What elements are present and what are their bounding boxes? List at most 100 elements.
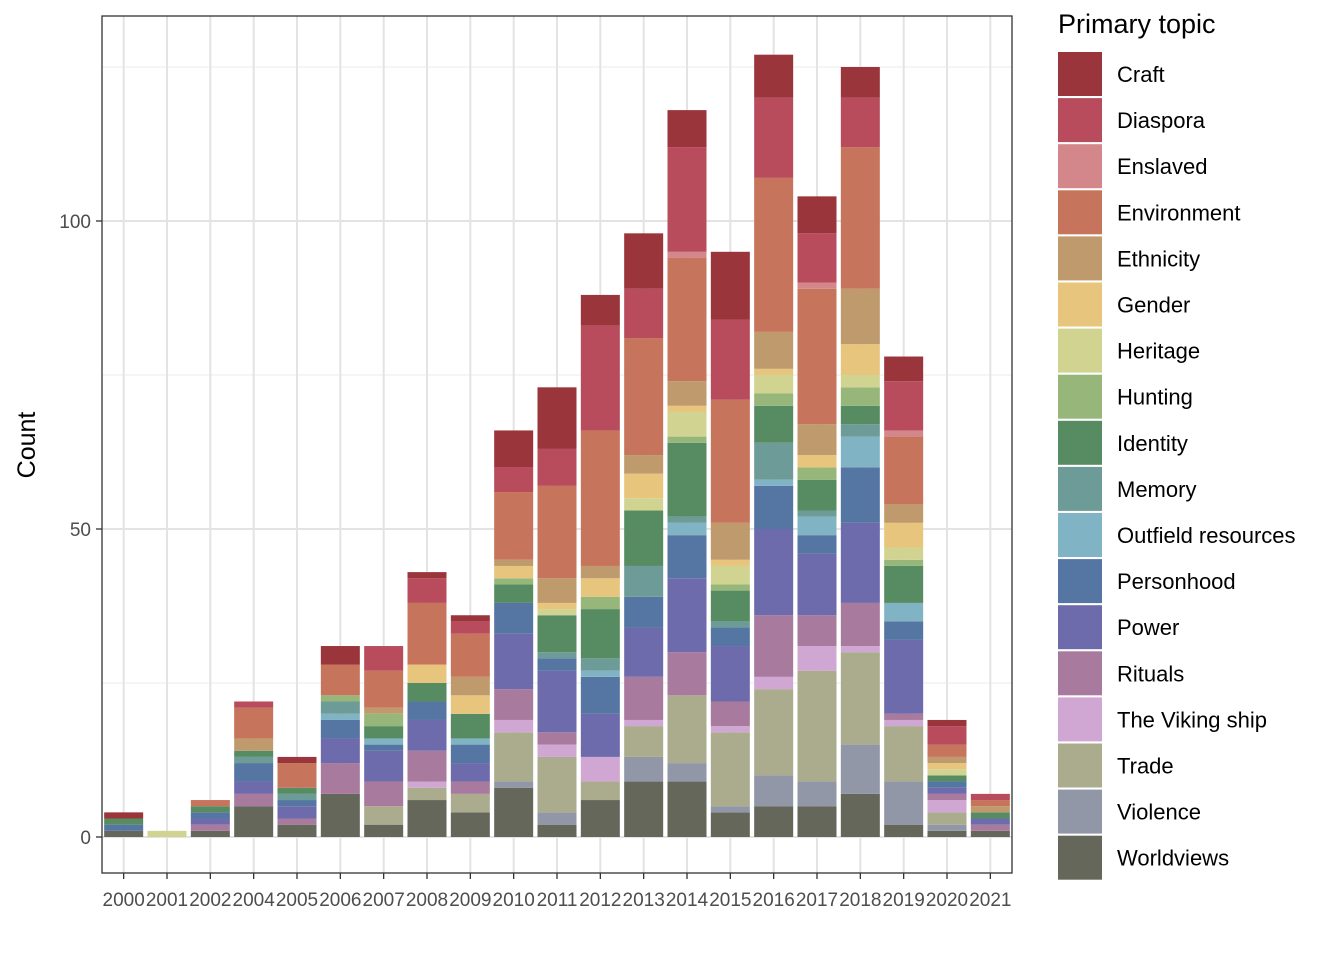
bar-segment bbox=[667, 652, 707, 696]
bar-segment bbox=[667, 405, 707, 412]
bar-segment bbox=[407, 572, 447, 579]
bar-segment bbox=[624, 627, 664, 677]
bar-segment bbox=[884, 559, 924, 566]
bar-segment bbox=[320, 793, 360, 837]
bar-segment bbox=[927, 726, 967, 745]
bar-segment bbox=[884, 719, 924, 727]
y-axis-title: Count bbox=[13, 412, 41, 479]
bar-segment bbox=[710, 559, 750, 566]
legend-label: Environment bbox=[1117, 200, 1241, 225]
bar-segment bbox=[710, 565, 750, 585]
bar-segment bbox=[450, 763, 490, 782]
bar-segment bbox=[450, 812, 490, 837]
bar-segment bbox=[624, 726, 664, 757]
bar-segment bbox=[364, 646, 404, 671]
bar-segment bbox=[234, 738, 274, 751]
bar-segment bbox=[320, 664, 360, 696]
bar-segment bbox=[494, 467, 534, 493]
legend-key bbox=[1058, 651, 1102, 696]
legend-key bbox=[1058, 144, 1102, 189]
bar-segment bbox=[624, 719, 664, 727]
bar-segment bbox=[624, 338, 664, 456]
bar-segment bbox=[277, 787, 317, 794]
bar-segment bbox=[494, 602, 534, 634]
bar-segment bbox=[927, 824, 967, 831]
bar-segment bbox=[234, 806, 274, 837]
legend-key bbox=[1058, 559, 1102, 604]
bar-segment bbox=[797, 282, 837, 289]
bar-segment bbox=[667, 436, 707, 443]
x-tick-label: 2015 bbox=[709, 890, 751, 911]
bar-segment bbox=[710, 584, 750, 591]
bar-segment bbox=[450, 793, 490, 813]
bar-segment bbox=[580, 565, 620, 579]
bar-segment bbox=[450, 615, 490, 622]
legend-label: Enslaved bbox=[1117, 154, 1208, 179]
bar-segment bbox=[580, 596, 620, 610]
bar-segment bbox=[884, 602, 924, 622]
bar-segment bbox=[580, 713, 620, 757]
x-tick-label: 2009 bbox=[449, 890, 491, 911]
bar-segment bbox=[754, 615, 794, 677]
bar-segment bbox=[667, 522, 707, 536]
bar-segment bbox=[710, 627, 750, 647]
bar-segment bbox=[277, 806, 317, 819]
legend-key bbox=[1058, 605, 1102, 650]
legend-label: Diaspora bbox=[1117, 108, 1206, 133]
bar-segment bbox=[884, 639, 924, 714]
bar-segment bbox=[624, 781, 664, 837]
bar-segment bbox=[450, 676, 490, 696]
legend-key bbox=[1058, 697, 1102, 742]
bar-segment bbox=[277, 793, 317, 801]
bar-segment bbox=[320, 713, 360, 720]
bar-segment bbox=[537, 615, 577, 653]
bar-segment bbox=[407, 578, 447, 603]
bar-segment bbox=[537, 602, 577, 610]
bar-segment bbox=[320, 738, 360, 764]
bar-segment bbox=[537, 578, 577, 603]
x-tick-label: 2021 bbox=[969, 890, 1011, 911]
bar-segment bbox=[450, 781, 490, 794]
x-tick-label: 2012 bbox=[579, 890, 621, 911]
bar-segment bbox=[450, 633, 490, 677]
x-tick-label: 2010 bbox=[493, 890, 535, 911]
bar-segment bbox=[580, 578, 620, 597]
bar-segment bbox=[884, 547, 924, 560]
x-tick-label: 2020 bbox=[926, 890, 968, 911]
x-tick-label: 2017 bbox=[796, 890, 838, 911]
bars bbox=[104, 54, 1010, 837]
legend-title: Primary topic bbox=[1058, 9, 1216, 39]
bar-segment bbox=[494, 565, 534, 579]
bar-segment bbox=[364, 670, 404, 708]
bar-segment bbox=[970, 830, 1010, 837]
bar-segment bbox=[190, 824, 230, 831]
bar-segment bbox=[537, 670, 577, 733]
bar-segment bbox=[797, 553, 837, 616]
bar-segment bbox=[667, 695, 707, 764]
bar-segment bbox=[580, 325, 620, 431]
bar-segment bbox=[840, 67, 880, 98]
x-tick-label: 2016 bbox=[753, 890, 795, 911]
bar-segment bbox=[797, 516, 837, 536]
bar-segment bbox=[407, 701, 447, 720]
x-tick-label: 2018 bbox=[839, 890, 881, 911]
bar-segment bbox=[970, 824, 1010, 831]
bar-segment bbox=[884, 381, 924, 431]
bar-segment bbox=[537, 732, 577, 745]
bar-segment bbox=[927, 769, 967, 776]
bar-segment bbox=[624, 756, 664, 782]
bar-segment bbox=[840, 652, 880, 745]
x-tick-label: 2019 bbox=[883, 890, 925, 911]
bar-segment bbox=[927, 830, 967, 837]
bar-segment bbox=[710, 701, 750, 727]
bar-segment bbox=[927, 756, 967, 764]
bar-segment bbox=[277, 756, 317, 764]
bar-segment bbox=[147, 830, 187, 837]
x-tick-label: 2008 bbox=[406, 890, 448, 911]
bar-segment bbox=[840, 424, 880, 437]
legend-label: Violence bbox=[1117, 800, 1201, 825]
bar-segment bbox=[494, 559, 534, 566]
bar-segment bbox=[667, 578, 707, 653]
bar-segment bbox=[840, 288, 880, 345]
bar-segment bbox=[797, 670, 837, 782]
